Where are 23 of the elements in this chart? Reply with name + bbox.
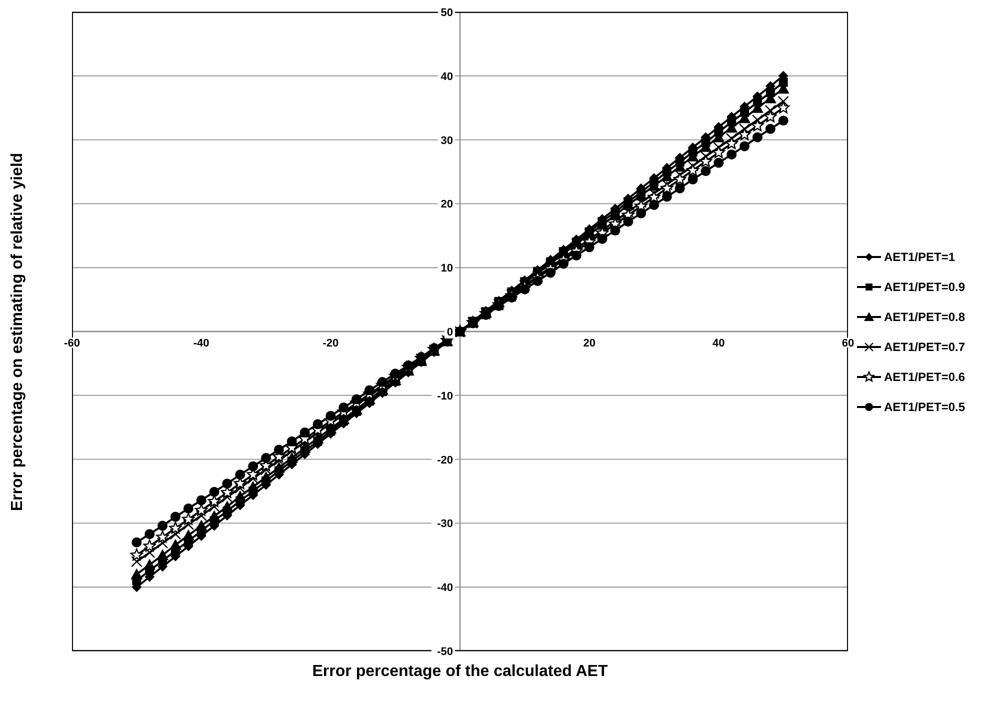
y-tick-label: -40 <box>437 582 453 594</box>
legend-label: AET1/PET=0.6 <box>884 370 966 384</box>
legend-label: AET1/PET=0.5 <box>884 400 966 414</box>
y-tick-label: -20 <box>437 454 453 466</box>
legend-label: AET1/PET=0.7 <box>884 340 966 354</box>
x-tick-label: -40 <box>193 338 210 350</box>
x-tick-label: 40 <box>712 338 725 350</box>
y-tick-label: 20 <box>440 198 453 211</box>
y-tick-label: 50 <box>440 7 453 19</box>
y-tick-label: 30 <box>440 134 453 147</box>
y-axis-title: Error percentage on estimating of relative yield <box>9 152 27 511</box>
y-tick-label: -30 <box>437 518 453 530</box>
y-tick-label: -50 <box>437 646 453 658</box>
x-tick-label: -20 <box>322 338 339 350</box>
y-tick-label: 10 <box>440 262 453 275</box>
y-tick-label: -10 <box>437 390 453 402</box>
x-tick-label: 20 <box>583 338 596 350</box>
legend-label: AET1/PET=0.9 <box>884 280 966 294</box>
x-axis-title: Error percentage of the calculated AET <box>311 663 609 681</box>
y-tick-label: 0 <box>446 326 453 338</box>
y-tick-label: 40 <box>440 70 453 83</box>
legend-label: AET1/PET=1 <box>884 250 956 264</box>
legend-label: AET1/PET=0.8 <box>884 310 966 324</box>
